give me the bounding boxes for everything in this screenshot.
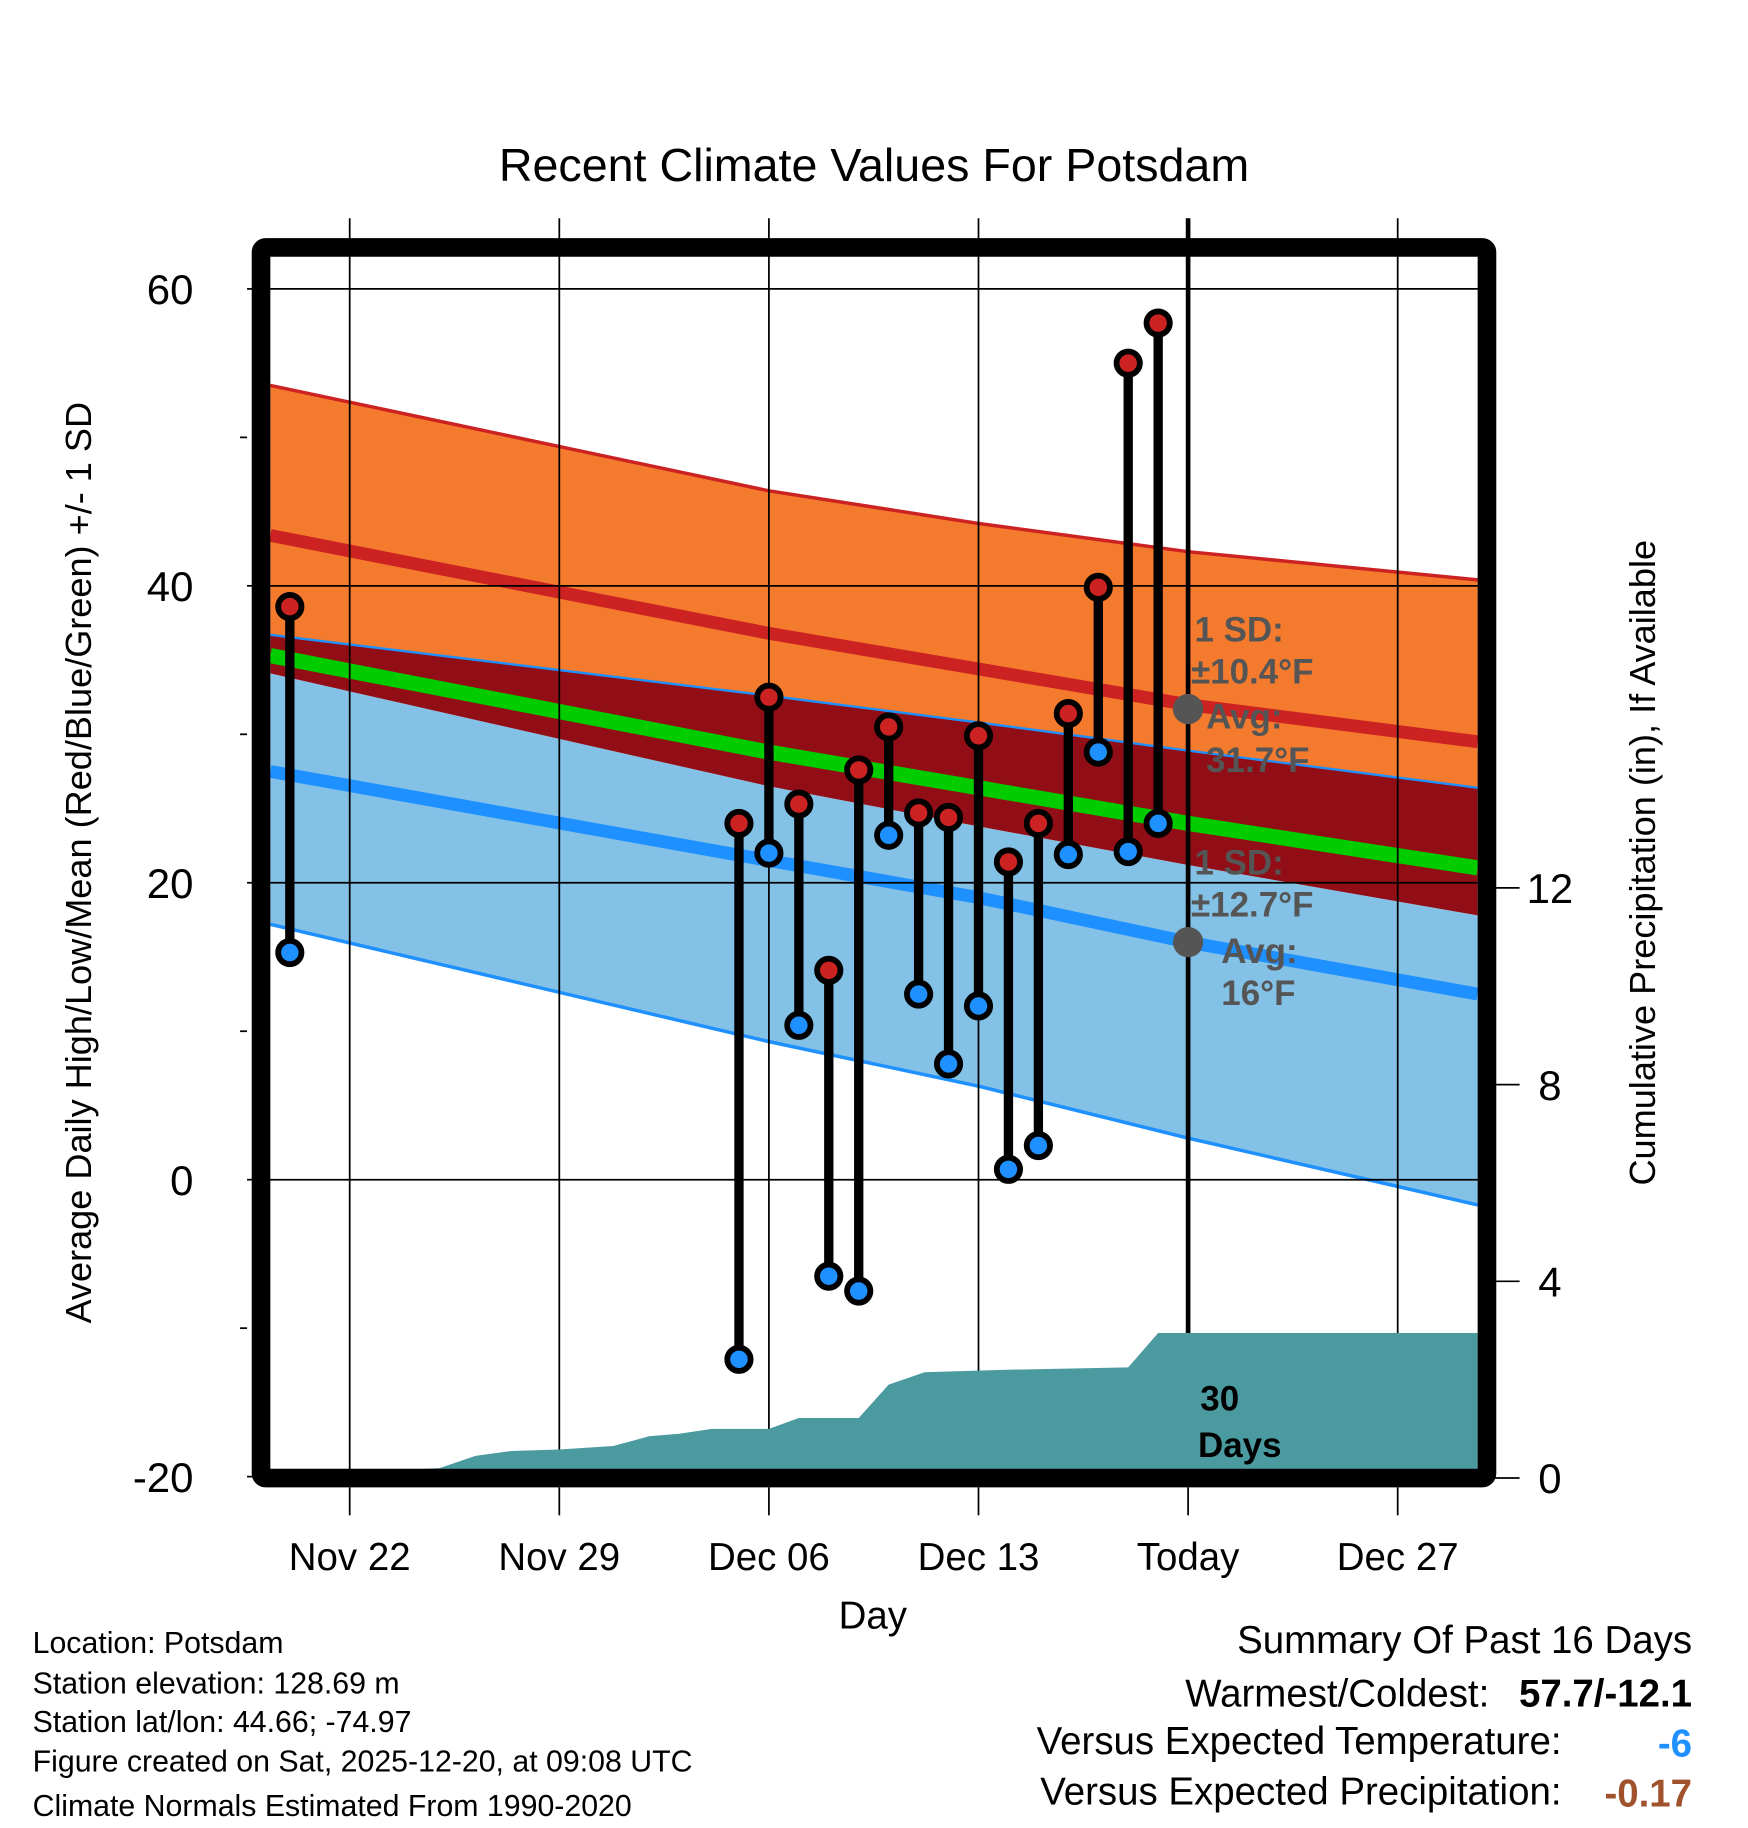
- x-axis-label: Day: [839, 1594, 908, 1637]
- obs-low-point: [933, 1049, 964, 1079]
- obs-high-point: [724, 808, 754, 838]
- annot-high-sd-label: 1 SD:: [1194, 610, 1283, 649]
- obs-low-point: [814, 1261, 844, 1291]
- low-sd-band: [270, 673, 1478, 1205]
- high-avg-marker: [1172, 693, 1204, 725]
- obs-low-point: [1083, 737, 1113, 767]
- obs-low-point: [963, 991, 994, 1021]
- y-tick-label: -20: [133, 1454, 194, 1501]
- footer-info: Location: Potsdam Station elevation: 128…: [33, 1627, 693, 1823]
- warm-cold-value: 57.7/-12.1: [1519, 1672, 1692, 1715]
- obs-low-point: [993, 1154, 1024, 1184]
- obs-low-point: [754, 838, 784, 868]
- precip-value: -0.17: [1604, 1773, 1692, 1816]
- obs-high-point: [754, 682, 784, 712]
- obs-high-point: [1083, 572, 1113, 602]
- y2-tick-label: 0: [1538, 1455, 1561, 1502]
- obs-high-point: [993, 847, 1024, 877]
- x-tick-label: Dec 13: [918, 1536, 1040, 1579]
- obs-low-point: [784, 1010, 814, 1040]
- annot-low-avg-label: Avg:: [1221, 932, 1297, 971]
- summary: Summary Of Past 16 Days Warmest/Coldest:…: [1037, 1619, 1692, 1816]
- annot-high-avg-value: 31.7°F: [1206, 741, 1309, 780]
- y2-tick-label: 8: [1538, 1062, 1561, 1109]
- info-elevation: Station elevation: 128.69 m: [33, 1668, 400, 1701]
- summary-title: Summary Of Past 16 Days: [1237, 1619, 1692, 1662]
- precip-label: Versus Expected Precipitation:: [1040, 1770, 1561, 1813]
- obs-low-point: [844, 1276, 874, 1306]
- obs-high-point: [275, 592, 305, 622]
- warm-cold-label: Warmest/Coldest:: [1185, 1672, 1489, 1715]
- y-tick-label: 0: [170, 1157, 193, 1204]
- obs-low-point: [1143, 808, 1173, 838]
- low-avg-marker: [1172, 927, 1204, 958]
- info-normals: Climate Normals Estimated From 1990-2020: [33, 1790, 632, 1823]
- annot-days-count: 30: [1200, 1379, 1239, 1418]
- info-latlon: Station lat/lon: 44.66; -74.97: [33, 1706, 412, 1739]
- plot-frame: [251, 238, 1497, 1488]
- x-tick-label: Dec 27: [1337, 1536, 1459, 1579]
- obs-low-point: [1113, 837, 1143, 867]
- precip-area: [349, 1332, 1478, 1479]
- annot-low-avg-value: 16°F: [1221, 974, 1295, 1013]
- annot-high-avg-label: Avg:: [1206, 698, 1282, 737]
- x-tick-label: Today: [1137, 1536, 1240, 1579]
- y2-tick-label: 4: [1538, 1258, 1561, 1305]
- x-tick-label: Nov 22: [289, 1536, 411, 1579]
- y2-axis-label: Cumulative Precipitation (in), If Availa…: [1622, 540, 1663, 1186]
- obs-low-point: [904, 979, 934, 1009]
- obs-low-point: [874, 820, 904, 850]
- y2-tick-label: 12: [1527, 865, 1574, 912]
- obs-low-point: [1023, 1130, 1053, 1161]
- y-axis-label: Average Daily High/Low/Mean (Red/Blue/Gr…: [58, 402, 99, 1324]
- annot-high-sd-value: ±10.4°F: [1191, 652, 1314, 691]
- annot-low-sd-label: 1 SD:: [1194, 843, 1283, 882]
- obs-high-point: [904, 798, 934, 828]
- chart-title: Recent Climate Values For Potsdam: [499, 139, 1249, 191]
- obs-high-point: [1143, 308, 1173, 338]
- temp-label: Versus Expected Temperature:: [1037, 1720, 1562, 1763]
- obs-high-point: [844, 755, 874, 785]
- y-tick-label: 40: [147, 563, 194, 610]
- obs-high-point: [1113, 348, 1143, 378]
- temp-value: -6: [1658, 1723, 1692, 1766]
- obs-low-point: [275, 937, 305, 968]
- obs-low-point: [1053, 839, 1083, 870]
- obs-high-point: [1023, 808, 1053, 838]
- y-tick-label: 20: [147, 860, 194, 907]
- y-tick-label: 60: [147, 266, 194, 313]
- annot-low-sd-value: ±12.7°F: [1191, 885, 1314, 924]
- obs-high-point: [874, 712, 904, 742]
- info-created: Figure created on Sat, 2025-12-20, at 09…: [33, 1746, 693, 1779]
- obs-high-point: [963, 721, 994, 751]
- obs-high-point: [1053, 698, 1083, 729]
- info-location: Location: Potsdam: [33, 1627, 284, 1660]
- obs-high-point: [814, 955, 844, 985]
- obs-low-point: [724, 1344, 754, 1374]
- x-tick-label: Dec 06: [708, 1536, 830, 1579]
- obs-high-point: [933, 802, 964, 833]
- obs-high-point: [784, 789, 814, 819]
- x-tick-label: Nov 29: [498, 1536, 620, 1579]
- annot-days-label: Days: [1198, 1426, 1282, 1465]
